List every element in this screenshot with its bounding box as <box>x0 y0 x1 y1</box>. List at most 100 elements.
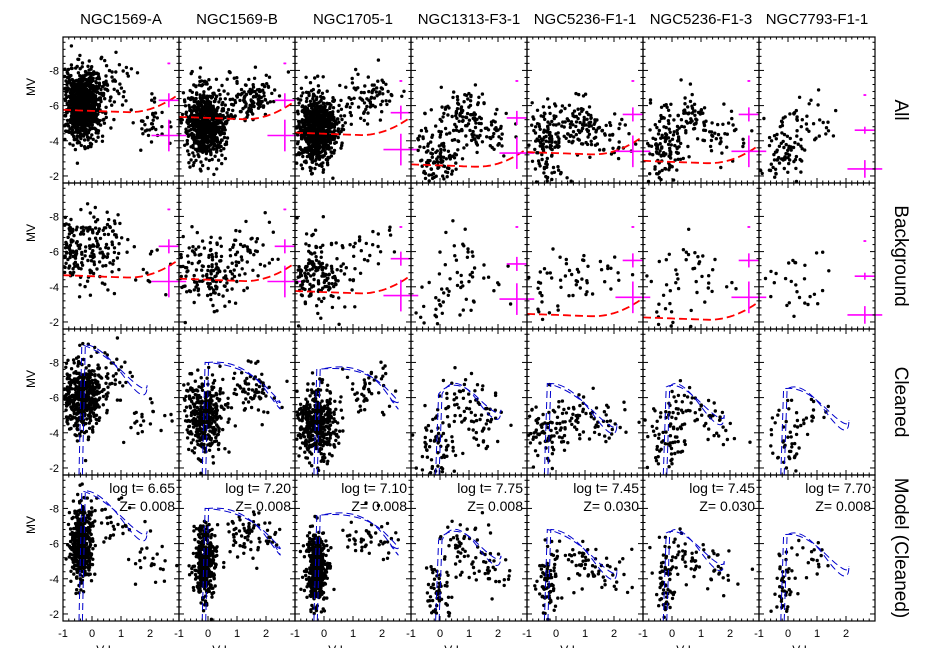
data-point <box>627 132 631 136</box>
data-point <box>214 150 219 154</box>
data-point <box>263 211 267 215</box>
data-point <box>67 264 72 268</box>
data-point <box>690 119 694 123</box>
y-tick-label: -8 <box>49 65 59 77</box>
data-point <box>69 83 73 87</box>
data-point <box>104 263 108 268</box>
data-point <box>582 115 586 120</box>
data-point <box>104 105 108 110</box>
data-point <box>655 151 659 155</box>
data-point <box>320 150 324 154</box>
data-point <box>380 99 385 104</box>
data-point <box>309 89 314 93</box>
data-point <box>649 144 654 148</box>
data-point <box>335 257 339 261</box>
data-point <box>64 261 68 265</box>
data-point <box>213 111 217 115</box>
data-point <box>317 297 321 301</box>
data-point <box>423 111 427 116</box>
data-point <box>492 147 496 151</box>
data-point <box>119 86 124 90</box>
data-point <box>267 75 272 79</box>
data-point <box>651 153 655 157</box>
data-point <box>363 84 367 88</box>
data-point <box>586 135 590 139</box>
data-point <box>688 82 693 86</box>
data-point <box>247 106 251 110</box>
data-point <box>129 108 133 112</box>
data-point <box>80 61 85 65</box>
data-point <box>97 103 102 107</box>
data-point <box>440 287 444 291</box>
data-point <box>319 255 323 259</box>
data-point <box>79 143 84 148</box>
data-point <box>223 269 227 273</box>
data-point <box>571 123 575 127</box>
data-point <box>427 280 431 285</box>
data-point <box>215 167 219 171</box>
data-point <box>77 86 81 91</box>
data-point <box>585 110 589 115</box>
data-point <box>145 115 150 120</box>
data-point <box>380 110 384 114</box>
data-point <box>297 265 301 269</box>
data-point <box>185 131 189 136</box>
data-point <box>656 146 660 151</box>
data-point <box>325 161 330 165</box>
data-point <box>336 127 341 131</box>
data-point <box>191 105 196 110</box>
data-point <box>195 230 199 235</box>
data-point <box>223 97 227 101</box>
data-point <box>651 136 655 140</box>
data-point <box>304 99 309 104</box>
data-point <box>500 144 504 148</box>
data-point <box>296 268 300 272</box>
panel-1-3 <box>410 182 535 330</box>
data-point <box>209 151 213 155</box>
data-point <box>671 133 676 137</box>
data-point <box>617 145 621 150</box>
data-point <box>578 112 582 116</box>
data-point <box>200 121 204 125</box>
data-point <box>194 268 199 272</box>
data-point <box>474 141 479 146</box>
data-point <box>96 112 100 116</box>
data-point <box>261 82 265 87</box>
data-point <box>477 95 481 100</box>
data-point <box>693 109 697 113</box>
data-point <box>469 308 473 312</box>
data-point <box>225 136 230 140</box>
data-point <box>695 137 700 141</box>
data-point <box>437 272 442 276</box>
data-point <box>480 140 485 144</box>
data-point <box>297 101 301 105</box>
data-point <box>462 244 466 248</box>
data-point <box>264 73 268 78</box>
data-point <box>372 83 376 87</box>
data-point <box>546 125 550 130</box>
data-point <box>617 126 621 131</box>
data-point <box>623 123 627 127</box>
data-point <box>207 107 211 111</box>
data-point <box>75 263 80 267</box>
data-point <box>667 127 671 131</box>
data-point <box>316 90 321 94</box>
data-point <box>81 225 85 229</box>
data-point <box>152 115 156 119</box>
data-point <box>134 278 138 282</box>
data-point <box>96 242 100 246</box>
data-point <box>143 123 147 127</box>
data-point <box>187 152 191 157</box>
data-point <box>686 144 690 149</box>
data-point <box>324 142 328 146</box>
data-point <box>466 247 470 251</box>
data-point <box>331 96 335 100</box>
data-point <box>419 128 424 133</box>
data-point <box>378 250 383 254</box>
data-point <box>262 91 266 95</box>
data-point <box>329 154 334 158</box>
data-point <box>258 262 263 267</box>
data-point <box>668 156 673 160</box>
data-point <box>312 108 316 113</box>
data-point <box>194 158 198 163</box>
